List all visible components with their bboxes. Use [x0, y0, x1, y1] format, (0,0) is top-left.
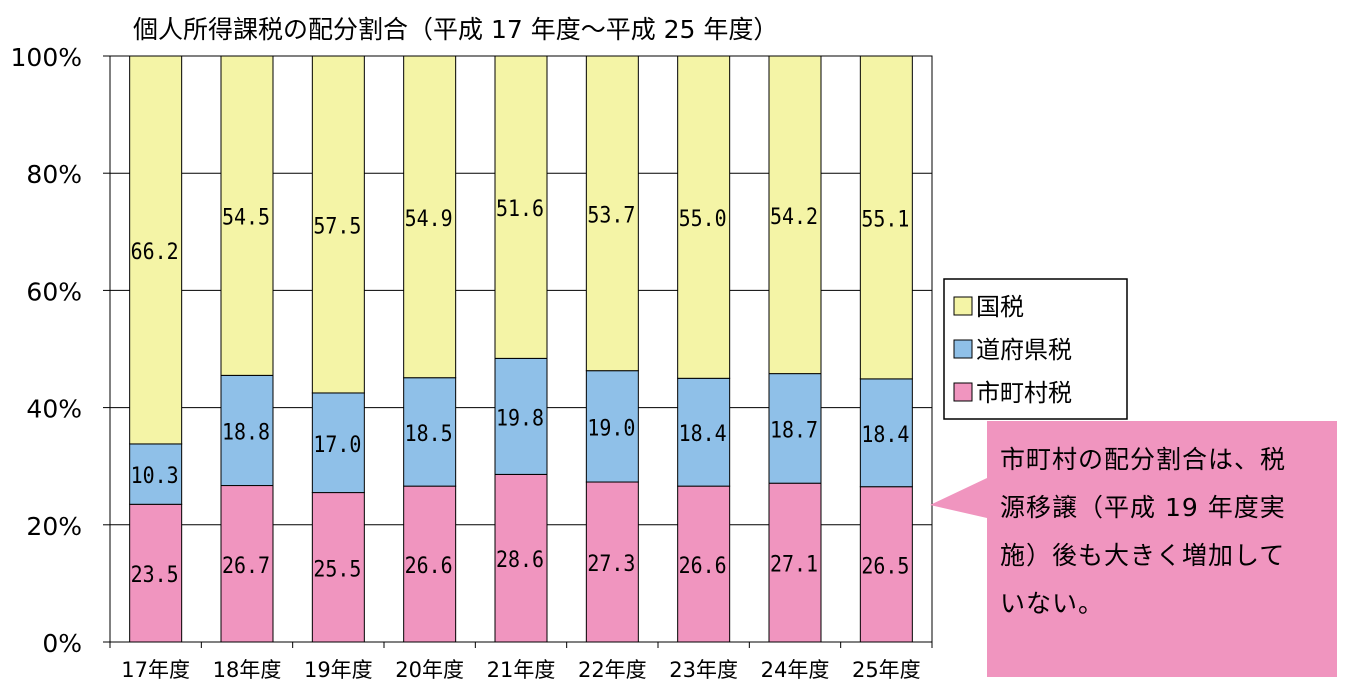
- bar-segment: [494, 473, 548, 643]
- bar-segment: [129, 503, 183, 643]
- data-label: 28.6: [496, 548, 544, 573]
- annotation-line: 市町村の配分割合は、税: [1000, 445, 1287, 474]
- data-label: 26.6: [679, 554, 727, 579]
- bar-segment: [220, 485, 274, 643]
- bar-segment: [677, 55, 731, 379]
- bar-segment: [494, 55, 548, 359]
- bar-segment: [677, 377, 731, 487]
- y-tick-label: 20%: [26, 512, 82, 541]
- chart-title: 個人所得課税の配分割合（平成 17 年度～平成 25 年度）: [133, 15, 778, 44]
- y-axis: 0% 20% 40% 60% 80% 100%: [11, 43, 110, 658]
- bar-segment: [220, 55, 274, 376]
- y-tick-label: 60%: [26, 277, 82, 306]
- data-label: 54.9: [405, 207, 453, 232]
- annotation-line: 源移譲（平成 19 年度実: [1000, 493, 1286, 522]
- x-axis: 17年度 18年度 19年度 20年度 21年度 22年度 23年度 24年度 25年度: [109, 642, 933, 682]
- bar-segment: [403, 377, 457, 487]
- legend-swatch: [953, 382, 973, 402]
- bar-segment: [129, 55, 183, 445]
- bar-segment: [403, 485, 457, 643]
- y-tick-label: 100%: [11, 43, 82, 72]
- legend-swatch: [953, 339, 973, 359]
- data-label: 54.5: [222, 206, 270, 231]
- x-tick-label: 25年度: [852, 658, 921, 682]
- annotation-callout: [930, 421, 1337, 677]
- data-label: 19.0: [587, 416, 635, 441]
- data-label: 17.0: [313, 433, 361, 458]
- x-tick-label: 18年度: [213, 658, 282, 682]
- bar-segment: [859, 486, 913, 643]
- annotation-text: 市町村の配分割合は、税 源移譲（平成 19 年度実 施）後も大きく増加して いない。: [1000, 436, 1340, 628]
- data-label: 27.1: [770, 553, 818, 578]
- x-tick-label: 24年度: [761, 658, 830, 682]
- x-tick-label: 19年度: [304, 658, 373, 682]
- legend-swatch: [953, 296, 973, 316]
- x-tick-label: 22年度: [578, 658, 647, 682]
- data-label: 18.4: [679, 422, 727, 447]
- bar-segment: [859, 378, 913, 488]
- legend-label: 国税: [976, 293, 1024, 321]
- data-label: 53.7: [587, 203, 635, 228]
- annotation-line: いない。: [1000, 589, 1105, 618]
- data-label: 18.4: [861, 423, 909, 448]
- data-label: 26.6: [405, 554, 453, 579]
- data-label: 66.2: [131, 240, 179, 265]
- data-label: 19.8: [496, 406, 544, 431]
- bar-segment: [585, 55, 639, 372]
- data-label: 18.5: [405, 422, 453, 447]
- bar-segment: [311, 392, 365, 494]
- bar-segment: [585, 481, 639, 643]
- bar-segment: [220, 374, 274, 487]
- data-label: 25.5: [313, 557, 361, 582]
- bar-segment: [585, 370, 639, 483]
- data-label: 18.7: [770, 418, 818, 443]
- x-tick-label: 17年度: [121, 658, 190, 682]
- x-tick-label: 23年度: [669, 658, 738, 682]
- x-tick-label: 21年度: [487, 658, 556, 682]
- data-label: 55.1: [861, 207, 909, 232]
- annotation-line: 施）後も大きく増加して: [1000, 541, 1286, 570]
- data-label: 27.3: [587, 552, 635, 577]
- bar-segment: [311, 55, 365, 394]
- bar-segment: [403, 55, 457, 379]
- legend-box: [943, 278, 1128, 420]
- data-label: 23.5: [131, 563, 179, 588]
- data-label: 18.8: [222, 420, 270, 445]
- legend-label: 道府県税: [976, 336, 1072, 364]
- data-label: 26.5: [861, 554, 909, 579]
- bar-segment: [768, 373, 822, 484]
- bars: 23.5 10.3 66.2 26.7 18.8 54.5 25.5 17.0 57.5 26.6…: [129, 55, 913, 643]
- y-tick-label: 40%: [26, 395, 82, 424]
- data-label: 26.7: [222, 554, 270, 579]
- bar-segment: [129, 443, 183, 505]
- bar-segment: [859, 55, 913, 380]
- data-label: 51.6: [496, 197, 544, 222]
- bar-segment: [311, 492, 365, 643]
- legend-label: 市町村税: [976, 379, 1072, 407]
- y-tick-label: 0%: [42, 629, 82, 658]
- data-label: 10.3: [131, 464, 179, 489]
- x-tick-label: 20年度: [395, 658, 464, 682]
- data-label: 55.0: [679, 207, 727, 232]
- data-label: 54.2: [770, 205, 818, 230]
- y-tick-label: 80%: [26, 160, 82, 189]
- data-label: 57.5: [313, 214, 361, 239]
- callout-shape: [930, 421, 1337, 677]
- bar-segment: [768, 55, 822, 375]
